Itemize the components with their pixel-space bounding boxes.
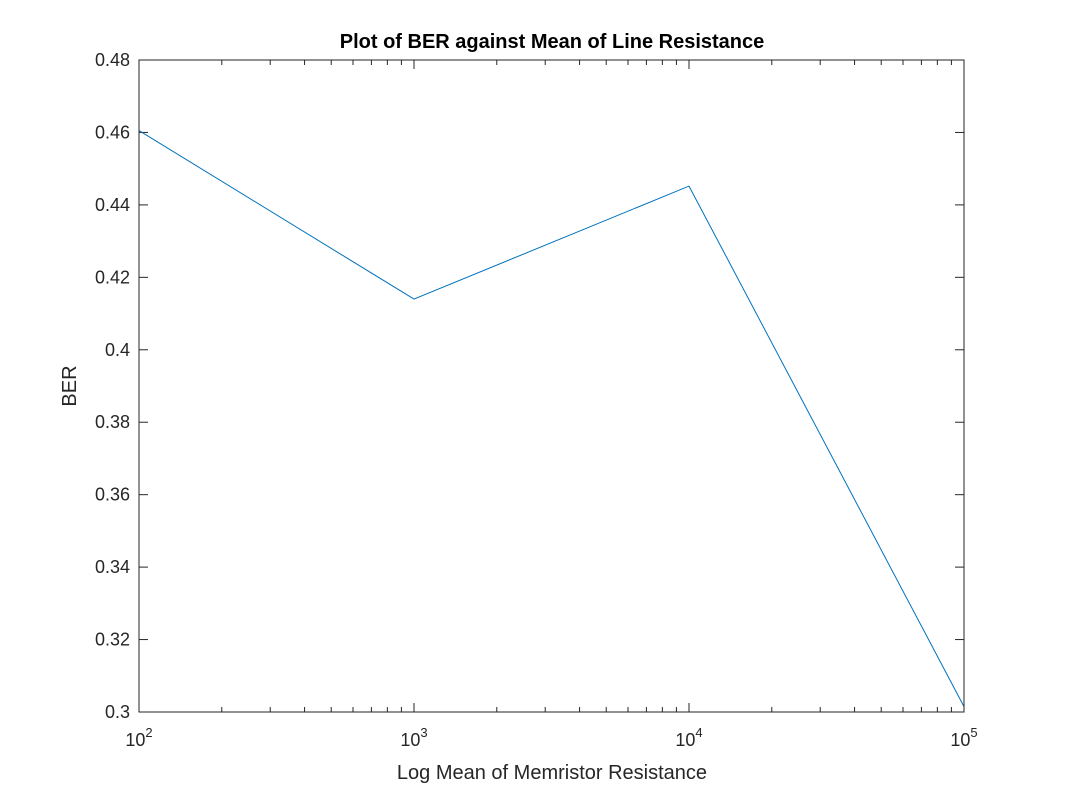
y-tick-label: 0.34 — [95, 557, 130, 577]
y-tick-label: 0.4 — [105, 340, 130, 360]
chart-title: Plot of BER against Mean of Line Resista… — [340, 31, 765, 53]
y-tick-label: 0.42 — [95, 267, 130, 287]
y-tick-label: 0.36 — [95, 485, 130, 505]
y-tick-label: 0.48 — [95, 50, 130, 70]
x-tick-label: 103 — [400, 725, 427, 750]
x-tick-label: 105 — [950, 725, 977, 750]
y-axis-label: BER — [59, 365, 81, 406]
x-tick-label: 104 — [675, 725, 702, 750]
y-tick-label: 0.32 — [95, 630, 130, 650]
x-axis-tick-labels: 102 103 104 105 — [125, 725, 977, 750]
y-tick-label: 0.44 — [95, 195, 130, 215]
data-series-line — [138, 130, 965, 707]
plot-area-frame — [138, 59, 965, 713]
y-tick-label: 0.46 — [95, 122, 130, 142]
x-tick-label: 102 — [125, 725, 152, 750]
y-tick-label: 0.38 — [95, 412, 130, 432]
x-axis-label: Log Mean of Memristor Resistance — [397, 762, 707, 784]
y-tick-label: 0.3 — [105, 702, 130, 722]
x-axis-ticks — [138, 60, 965, 712]
y-axis-tick-labels: 0.3 0.32 0.34 0.36 0.38 0.4 0.42 0.44 0.46 0.48 — [95, 50, 130, 722]
